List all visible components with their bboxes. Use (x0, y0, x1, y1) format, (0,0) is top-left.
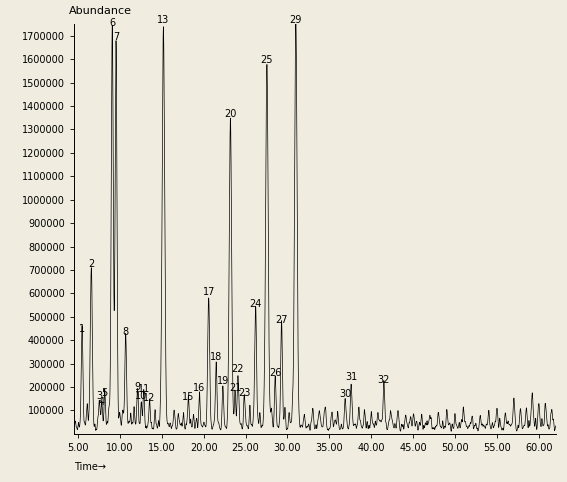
Text: 32: 32 (378, 375, 390, 385)
Text: 31: 31 (345, 372, 357, 382)
Text: 8: 8 (122, 327, 129, 336)
Text: 17: 17 (202, 287, 215, 297)
Text: 11: 11 (138, 384, 150, 394)
Text: 9: 9 (134, 382, 141, 392)
Text: 22: 22 (232, 364, 244, 374)
Text: 3: 3 (96, 391, 102, 401)
Text: 21: 21 (229, 383, 241, 393)
Text: 30: 30 (339, 388, 352, 399)
Text: 20: 20 (225, 109, 236, 119)
Text: 18: 18 (210, 352, 222, 362)
Text: 27: 27 (276, 315, 288, 325)
Text: 1: 1 (79, 324, 85, 335)
Text: 5: 5 (101, 388, 108, 398)
Text: 25: 25 (261, 55, 273, 65)
Text: 6: 6 (109, 18, 115, 27)
Text: 13: 13 (157, 15, 170, 25)
Text: 2: 2 (88, 259, 95, 269)
Text: Abundance: Abundance (69, 6, 132, 16)
Text: 26: 26 (269, 368, 281, 377)
Text: 19: 19 (217, 376, 229, 386)
Text: 10: 10 (135, 391, 147, 401)
Text: Time→: Time→ (74, 463, 105, 472)
Text: 29: 29 (290, 15, 302, 25)
Text: 24: 24 (249, 298, 262, 308)
Text: 7: 7 (113, 32, 119, 41)
Text: 16: 16 (193, 383, 206, 393)
Text: 12: 12 (143, 393, 156, 403)
Text: 4: 4 (99, 397, 105, 407)
Text: 15: 15 (183, 392, 194, 402)
Text: 23: 23 (238, 388, 251, 398)
